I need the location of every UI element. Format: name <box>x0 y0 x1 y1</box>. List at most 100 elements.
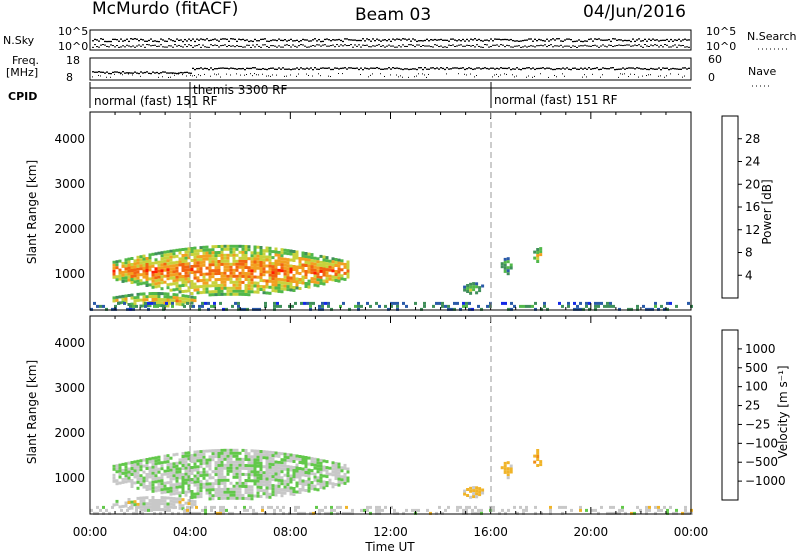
power-echo-cell <box>558 301 561 305</box>
velocity-echo-cell <box>175 491 179 495</box>
power-echo-cell <box>250 269 254 273</box>
power-echo-cell <box>304 261 308 264</box>
nave-trace-point <box>284 75 285 77</box>
sky-noise-point <box>616 45 618 47</box>
power-echo-cell <box>229 268 233 272</box>
power-echo-cell <box>171 301 174 305</box>
power-echo-cell <box>162 307 165 311</box>
velocity-echo-cell <box>229 454 233 458</box>
power-echo-cell <box>160 301 164 305</box>
velocity-echo-cell <box>121 471 125 475</box>
velocity-echo-cell <box>343 472 347 476</box>
sky-noise-point <box>294 45 296 47</box>
velocity-echo-cell <box>193 492 197 496</box>
sky-noise-point <box>430 46 432 48</box>
velocity-echo-cell <box>148 469 152 473</box>
power-echo-cell <box>220 262 224 266</box>
freq-trace-point <box>526 67 528 69</box>
velocity-echo-cell <box>93 511 96 515</box>
velocity-echo-cell <box>157 488 161 492</box>
power-echo-cell <box>354 304 357 308</box>
sky-noise-point <box>330 45 332 47</box>
sky-noise-point <box>448 44 450 46</box>
sky-trace-point <box>92 40 94 42</box>
sky-noise-point <box>404 45 406 47</box>
freq-trace-point <box>272 67 274 69</box>
velocity-echo-cell <box>277 460 281 464</box>
sky-noise-point <box>434 44 436 46</box>
freq-trace-point <box>216 68 218 70</box>
freq-trace-point <box>304 68 306 70</box>
power-echo-cell <box>286 258 290 262</box>
freq-trace-point <box>524 67 526 70</box>
sky-noise-point <box>280 46 282 48</box>
sky-trace-point <box>516 40 518 42</box>
power-echo-cell <box>259 252 263 255</box>
freq-trace-point <box>668 68 670 71</box>
freq-trace-point <box>154 72 156 74</box>
velocity-echo-cell <box>265 492 269 496</box>
velocity-echo-cell <box>307 474 311 478</box>
velocity-echo-cell <box>316 479 320 483</box>
velocity-echo-cell <box>193 483 197 487</box>
velocity-echo-cell <box>304 483 308 486</box>
velocity-echo-cell <box>549 508 552 512</box>
velocity-echo-cell <box>175 497 179 501</box>
power-echo-cell <box>316 272 320 276</box>
freq-trace-point <box>218 67 220 69</box>
velocity-echo-cell <box>247 488 251 492</box>
power-echo-cell <box>160 272 164 276</box>
power-echo-cell <box>271 265 275 269</box>
power-echo-cell <box>160 266 164 270</box>
power-echo-cell <box>145 272 149 275</box>
sky-noise-point <box>402 44 404 46</box>
sky-trace-point <box>468 40 470 42</box>
velocity-echo-cell <box>271 454 275 458</box>
freq-trace-point <box>152 71 154 73</box>
power-echo-cell <box>208 269 212 273</box>
velocity-echo-cell <box>273 508 276 512</box>
sky-noise-point <box>580 45 582 47</box>
freq-trace-point <box>266 68 268 71</box>
velocity-echo-cell <box>346 479 350 483</box>
sky-noise-point <box>664 44 666 46</box>
sky-noise-point <box>658 46 660 48</box>
power-echo-cell <box>196 285 200 289</box>
velocity-echo-cell <box>336 511 339 515</box>
nave-trace-point <box>396 74 397 76</box>
power-echo-cell <box>187 271 191 275</box>
velocity-echo-cell <box>478 487 482 491</box>
sky-trace-point <box>546 38 548 40</box>
velocity-echo-cell <box>307 471 311 475</box>
velocity-echo-cell <box>337 474 341 478</box>
nave-trace-point <box>512 74 513 76</box>
power-echo-cell <box>157 263 161 267</box>
power-echo-cell <box>151 273 155 277</box>
power-echo-cell <box>651 307 654 311</box>
nave-trace-point <box>414 76 415 78</box>
velocity-echo-cell <box>220 454 224 458</box>
freq-trace-point <box>672 67 674 70</box>
velocity-echo-cell <box>561 505 564 509</box>
sky-trace-point <box>378 39 380 41</box>
velocity-echo-cell <box>124 471 128 475</box>
power-echo-cell <box>112 263 116 267</box>
power-echo-cell <box>148 259 152 263</box>
velocity-echo-cell <box>295 457 299 461</box>
sky-trace-point <box>460 40 462 42</box>
power-echo-cell <box>481 284 485 288</box>
velocity-echo-cell <box>256 449 260 453</box>
power-echo-cell <box>274 286 278 290</box>
velocity-echo-cell <box>157 461 161 465</box>
velocity-echo-cell <box>166 496 170 500</box>
power-echo-cell <box>268 291 272 295</box>
velocity-echo-cell <box>124 501 128 505</box>
freq-trace-point <box>162 71 164 73</box>
freq-tick-top: 18 <box>66 54 80 67</box>
power-echo-cell <box>178 248 182 252</box>
sky-trace-point <box>308 40 310 42</box>
power-echo-cell <box>225 307 228 311</box>
sky-trace-point <box>628 39 630 42</box>
power-echo-cell <box>184 280 188 284</box>
sky-trace-point <box>598 38 600 40</box>
